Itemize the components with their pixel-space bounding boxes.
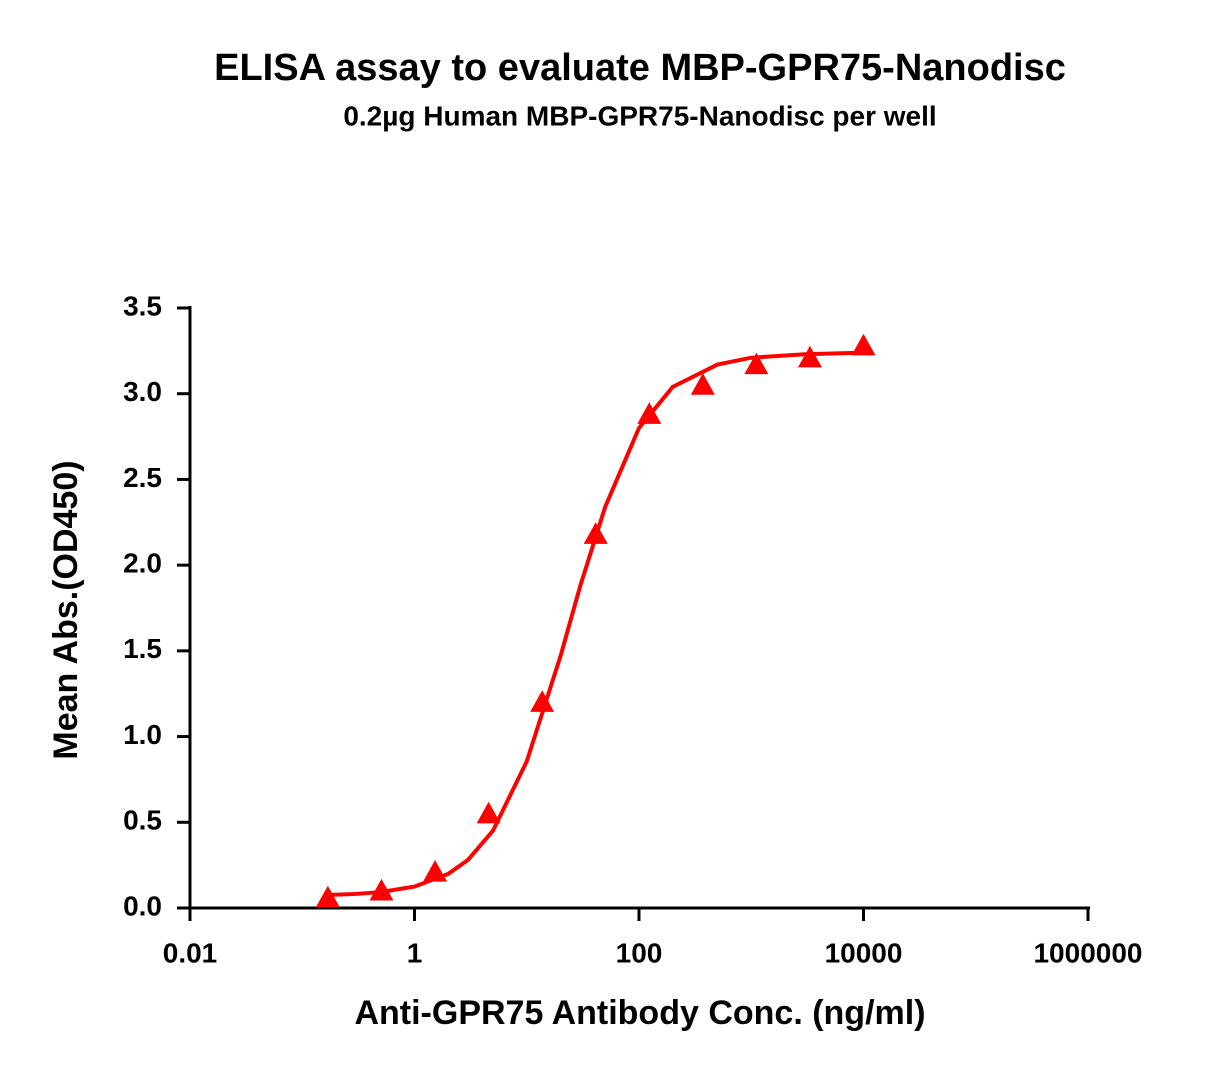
y-tick-label: 1.5 (123, 633, 162, 664)
y-tick-label: 3.0 (123, 376, 162, 407)
data-point (423, 860, 448, 882)
y-tick-label: 1.0 (123, 719, 162, 750)
y-tick-label: 2.0 (123, 548, 162, 579)
data-point (744, 352, 769, 375)
data-point (690, 373, 715, 395)
data-point (476, 801, 501, 824)
chart-subtitle: 0.2µg Human MBP-GPR75-Nanodisc per well (343, 100, 936, 131)
chart-title: ELISA assay to evaluate MBP-GPR75-Nanodi… (214, 47, 1066, 89)
data-point (851, 333, 876, 356)
data-point (583, 522, 608, 544)
data-point (530, 690, 555, 712)
x-tick-label: 1 (407, 937, 423, 968)
x-axis-label: Anti-GPR75 Antibody Conc. (ng/ml) (354, 994, 925, 1032)
y-tick-label: 2.5 (123, 462, 162, 493)
data-point (797, 345, 822, 368)
x-tick-label: 0.01 (163, 937, 218, 968)
fit-curve (327, 350, 864, 897)
y-axis-label: Mean Abs.(OD450) (47, 460, 85, 759)
data-point (315, 885, 340, 908)
x-tick-label: 100 (616, 937, 663, 968)
y-tick-label: 0.0 (123, 890, 162, 921)
data-point (369, 878, 394, 901)
y-tick-label: 0.5 (123, 805, 162, 836)
data-point (637, 402, 662, 424)
y-tick-label: 3.5 (123, 290, 162, 321)
x-tick-label: 10000 (825, 937, 903, 968)
x-tick-label: 1000000 (1033, 937, 1142, 968)
